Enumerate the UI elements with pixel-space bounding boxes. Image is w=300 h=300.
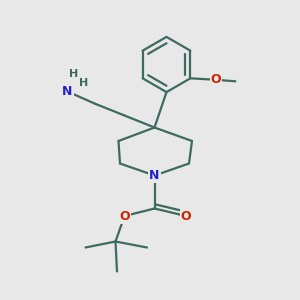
Text: O: O <box>119 209 130 223</box>
Text: N: N <box>62 85 73 98</box>
Text: H: H <box>69 69 78 79</box>
Text: O: O <box>181 209 191 223</box>
Text: N: N <box>149 169 160 182</box>
Text: O: O <box>211 73 221 86</box>
Text: H: H <box>80 78 88 88</box>
